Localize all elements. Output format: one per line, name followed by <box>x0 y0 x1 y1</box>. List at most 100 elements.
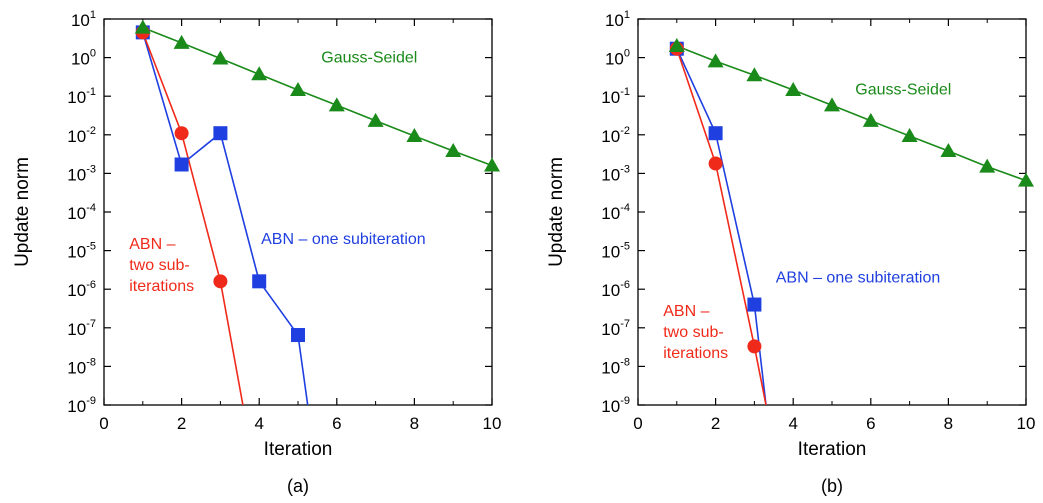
y-tick-exponent: -6 <box>620 279 630 291</box>
series-line-gauss-seidel <box>142 26 493 167</box>
y-tick-label: 10-2 <box>67 125 96 146</box>
x-axis-title: Iteration <box>264 439 333 460</box>
marker-abn-two-subiterations <box>747 339 762 354</box>
marker-abn-one-subiteration <box>747 297 762 312</box>
y-axis-title: Update norm <box>546 157 567 267</box>
y-tick-label: 10-1 <box>601 86 630 107</box>
marker-gauss-seidel <box>862 112 879 127</box>
y-tick-exponent: -6 <box>86 279 96 291</box>
y-tick-exponent: 0 <box>90 48 96 60</box>
x-tick-label: 4 <box>788 414 797 433</box>
x-tick-label: 10 <box>1017 414 1036 433</box>
y-tick-label: 10-6 <box>67 279 96 300</box>
annotation-line: Gauss-Seidel <box>321 49 417 66</box>
y-axis-title: Update norm <box>12 157 33 267</box>
y-tick-base: 10 <box>601 243 620 262</box>
y-tick-label: 100 <box>605 48 630 69</box>
y-tick-exponent: -1 <box>86 86 96 98</box>
panel-label: (a) <box>287 476 309 496</box>
marker-gauss-seidel <box>290 81 306 96</box>
series-line-abn-one-subiteration <box>676 48 767 405</box>
series-line-abn-two-subiterations <box>142 32 244 405</box>
x-tick-label: 2 <box>711 414 720 433</box>
x-tick-label: 0 <box>633 414 642 433</box>
y-tick-label: 10-3 <box>601 163 630 184</box>
y-tick-label: 10-2 <box>601 125 630 146</box>
y-tick-base: 10 <box>67 397 86 416</box>
y-tick-exponent: -3 <box>86 163 96 175</box>
x-tick-label: 6 <box>866 414 875 433</box>
marker-gauss-seidel <box>484 157 500 172</box>
y-tick-exponent: -4 <box>620 202 630 214</box>
y-tick-label: 10-9 <box>601 395 630 416</box>
series-line-abn-two-subiterations <box>676 48 767 405</box>
annotation-line: ABN – <box>129 236 175 253</box>
marker-gauss-seidel <box>212 50 229 65</box>
y-tick-base: 10 <box>67 127 86 146</box>
y-tick-label: 10-1 <box>67 86 96 107</box>
x-tick-label: 8 <box>944 414 953 433</box>
panel-label: (b) <box>821 476 843 496</box>
series-line-abn-one-subiteration <box>142 32 309 405</box>
y-tick-base: 10 <box>601 88 620 107</box>
marker-gauss-seidel <box>979 158 996 173</box>
y-tick-label: 10-3 <box>67 163 96 184</box>
y-tick-exponent: 1 <box>624 9 630 21</box>
y-tick-base: 10 <box>67 165 86 184</box>
plot-frame <box>103 18 493 406</box>
y-tick-exponent: -7 <box>86 318 96 330</box>
y-tick-label: 101 <box>605 9 630 30</box>
y-tick-base: 10 <box>67 320 86 339</box>
annotation-gauss-seidel: Gauss-Seidel <box>321 49 417 66</box>
y-tick-label: 10-6 <box>601 279 630 300</box>
marker-gauss-seidel <box>824 97 840 112</box>
y-tick-label: 10-4 <box>67 202 96 223</box>
y-tick-label: 10-7 <box>601 318 630 339</box>
y-tick-label: 10-8 <box>67 356 96 377</box>
marker-gauss-seidel <box>668 37 685 52</box>
y-tick-label: 10-4 <box>601 202 630 223</box>
y-tick-base: 10 <box>71 50 90 69</box>
annotation-line: Gauss-Seidel <box>855 82 951 99</box>
y-tick-exponent: -9 <box>620 395 630 407</box>
marker-gauss-seidel <box>940 143 957 158</box>
annotation-line: two sub- <box>129 257 189 274</box>
x-axis-title: Iteration <box>798 439 867 460</box>
y-tick-base: 10 <box>601 281 620 300</box>
y-tick-exponent: -5 <box>620 241 630 253</box>
y-tick-exponent: -9 <box>86 395 96 407</box>
y-tick-exponent: -7 <box>620 318 630 330</box>
annotation-abn-two-subiterations: ABN – two sub-iterations <box>663 303 728 362</box>
y-tick-base: 10 <box>605 50 624 69</box>
marker-abn-one-subiteration <box>291 328 305 343</box>
marker-abn-one-subiteration <box>708 126 723 141</box>
y-tick-label: 10-7 <box>67 318 96 339</box>
y-tick-base: 10 <box>67 204 86 223</box>
annotation-line: iterations <box>663 345 728 362</box>
y-tick-label: 10-8 <box>601 356 630 377</box>
annotation-abn-two-subiterations: ABN – two sub-iterations <box>129 236 194 295</box>
annotation-gauss-seidel: Gauss-Seidel <box>855 82 951 99</box>
marker-gauss-seidel <box>134 19 151 34</box>
y-tick-label: 10-9 <box>67 395 96 416</box>
marker-abn-one-subiteration <box>213 126 228 141</box>
marker-gauss-seidel <box>445 143 462 158</box>
y-tick-exponent: -4 <box>86 202 96 214</box>
y-tick-exponent: -8 <box>620 356 630 368</box>
series-line-gauss-seidel <box>676 45 1027 182</box>
annotation-line: ABN – one subiteration <box>776 269 941 286</box>
x-tick-label: 8 <box>410 414 419 433</box>
marker-gauss-seidel <box>746 67 763 82</box>
marker-gauss-seidel <box>328 97 345 112</box>
annotation-abn-one-subiteration: ABN – one subiteration <box>261 231 426 248</box>
y-tick-exponent: -1 <box>620 86 630 98</box>
x-tick-label: 10 <box>483 414 502 433</box>
y-tick-base: 10 <box>605 11 624 30</box>
y-tick-base: 10 <box>601 204 620 223</box>
chart-panel-a: 0 2 4 6 8 1010110010-110-210-310-410-510-610-… <box>12 9 501 496</box>
y-tick-exponent: 1 <box>90 9 96 21</box>
marker-abn-one-subiteration <box>174 157 189 172</box>
y-tick-base: 10 <box>601 127 620 146</box>
annotation-line: ABN – <box>663 303 709 320</box>
